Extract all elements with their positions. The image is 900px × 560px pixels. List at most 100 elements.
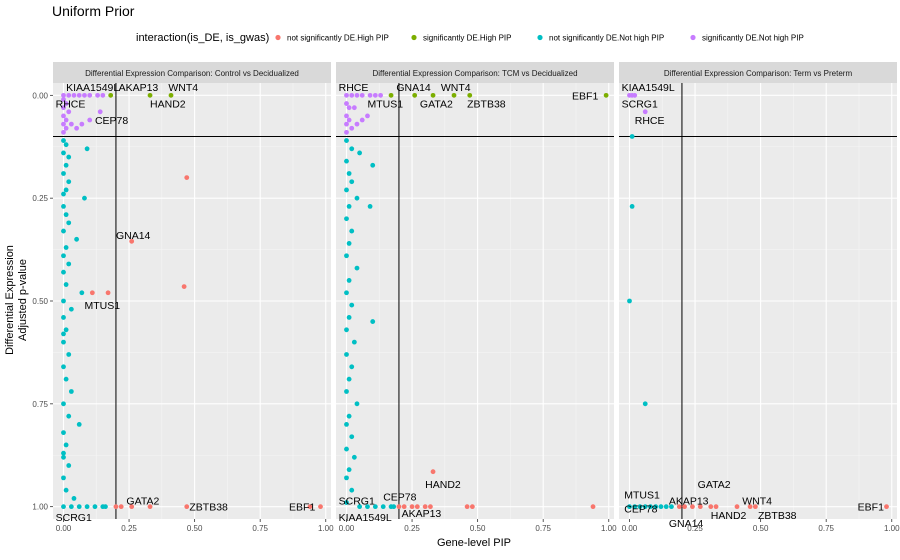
gene-label: KIAA1549L	[622, 82, 675, 94]
data-point	[63, 212, 69, 218]
data-point	[92, 504, 98, 510]
gene-label: AKAP13	[119, 82, 159, 94]
data-point	[676, 504, 682, 510]
y-axis-label-line1: Differential Expression	[4, 245, 16, 355]
data-point	[84, 146, 90, 152]
data-point	[74, 236, 80, 242]
data-point	[344, 500, 349, 505]
data-point	[451, 92, 457, 98]
data-point	[346, 376, 352, 382]
gene-label: RHCE	[339, 82, 369, 94]
data-point	[84, 504, 90, 510]
data-point	[344, 475, 349, 481]
gene-label: AKAP13	[402, 508, 442, 520]
legend-key	[411, 34, 417, 41]
data-point	[66, 413, 72, 419]
data-point	[372, 504, 378, 510]
data-point	[344, 290, 349, 296]
data-point	[349, 125, 355, 131]
data-point	[82, 195, 87, 201]
data-point	[469, 504, 475, 510]
data-point	[63, 327, 69, 333]
data-point	[66, 220, 72, 226]
gene-label: ZBTB38	[189, 502, 228, 514]
gene-label: SCRG1	[56, 512, 92, 524]
facet-panel: Differential Expression Comparison: TCM …	[336, 62, 617, 533]
data-point	[354, 265, 360, 271]
data-point	[61, 191, 66, 197]
data-point	[648, 504, 653, 510]
data-point	[708, 504, 714, 510]
x-tick-label: 1.00	[884, 524, 900, 533]
data-point	[63, 162, 69, 168]
data-point	[95, 92, 100, 98]
data-point	[66, 463, 72, 468]
data-point	[66, 154, 72, 160]
data-point	[61, 203, 66, 209]
data-point	[61, 92, 66, 98]
data-point	[76, 92, 82, 98]
legend-title: interaction(is_DE, is_gwas)	[136, 32, 269, 44]
data-point	[388, 92, 394, 98]
gene-label: CEP78	[383, 491, 416, 503]
data-point	[365, 113, 370, 119]
legend: interaction(is_DE, is_gwas) not signific…	[136, 32, 804, 44]
gene-label: MTUS1	[84, 300, 120, 312]
data-point	[105, 290, 111, 296]
x-tick-label: 0.75	[818, 524, 834, 533]
data-point	[346, 117, 352, 123]
x-tick-label: 0.00	[56, 524, 72, 533]
y-tick-label: 0.75	[32, 400, 48, 409]
x-tick-label: 0.50	[753, 524, 769, 533]
data-point	[147, 504, 153, 510]
gene-label: SCRG1	[339, 495, 375, 507]
gene-label: WNT4	[441, 82, 471, 94]
data-point	[351, 105, 357, 111]
legend-label: not significantly DE.High PIP	[287, 34, 389, 43]
x-tick-label: 0.50	[187, 524, 203, 533]
data-point	[351, 339, 357, 345]
data-point	[318, 504, 323, 510]
x-tick-label: 0.75	[252, 524, 268, 533]
data-point	[428, 504, 433, 510]
data-point	[409, 504, 415, 510]
data-point	[68, 121, 74, 127]
data-point	[344, 187, 349, 193]
x-tick-label: 0.25	[687, 524, 703, 533]
data-point	[663, 504, 669, 510]
data-point	[344, 129, 349, 135]
data-point	[349, 364, 355, 370]
data-point	[734, 504, 740, 510]
data-point	[354, 121, 360, 127]
data-point	[653, 504, 659, 510]
data-point	[108, 92, 114, 98]
data-point	[113, 504, 119, 510]
data-point	[66, 92, 72, 98]
data-point	[359, 117, 365, 123]
data-point	[66, 352, 72, 357]
data-point	[74, 125, 80, 131]
data-point	[61, 121, 66, 127]
data-point	[61, 364, 66, 370]
data-point	[63, 187, 69, 193]
data-point	[168, 92, 174, 98]
data-point	[884, 504, 889, 510]
facet-strip-label: Differential Expression Comparison: Term…	[664, 69, 853, 78]
data-point	[79, 121, 85, 127]
data-point	[747, 504, 753, 510]
data-point	[632, 504, 638, 510]
data-point	[61, 105, 66, 111]
data-point	[61, 253, 66, 259]
data-point	[690, 504, 695, 510]
data-point	[430, 92, 436, 98]
data-point	[63, 125, 69, 131]
y-axis-ticks: 0.00 0.25 0.50 0.75 1.00	[32, 91, 53, 512]
legend-key	[690, 34, 696, 41]
data-point	[682, 504, 687, 510]
data-point	[87, 92, 93, 98]
gene-label: HAND2	[425, 479, 461, 491]
gene-label: KIAA1549L	[66, 82, 119, 94]
data-point	[344, 101, 349, 106]
data-point	[464, 504, 470, 510]
facet-strip	[336, 62, 614, 83]
